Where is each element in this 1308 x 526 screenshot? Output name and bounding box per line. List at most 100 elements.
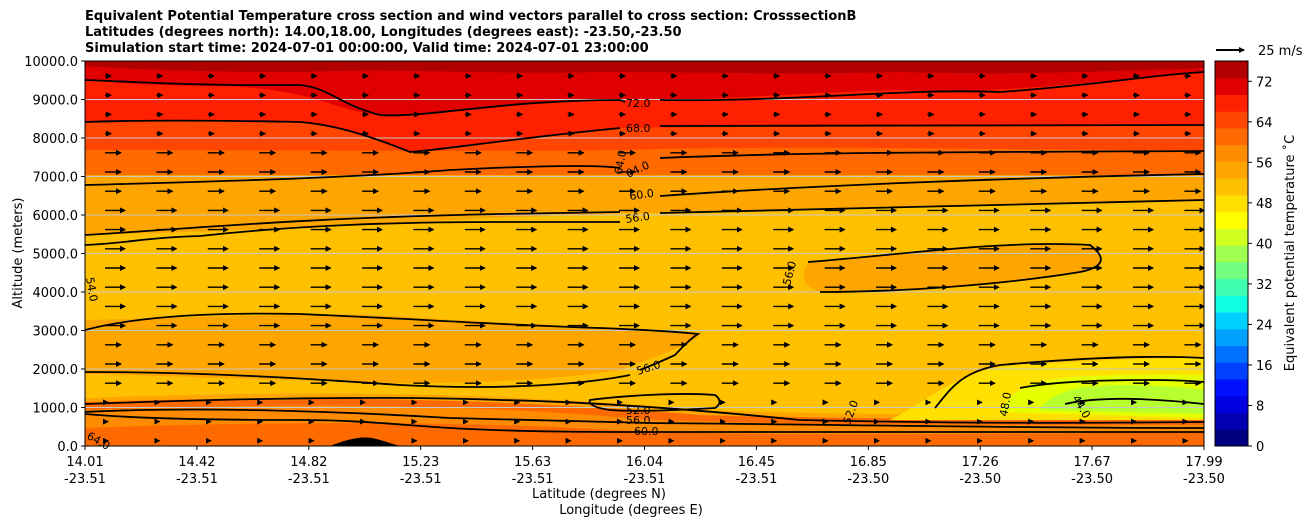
x-tick-label-longitude: -23.50 bbox=[1183, 472, 1225, 487]
chart-title-line-1: Equivalent Potential Temperature cross s… bbox=[85, 9, 857, 24]
contour-label: 68.0 bbox=[626, 122, 651, 135]
colorbar-band bbox=[1215, 395, 1248, 414]
colorbar-band bbox=[1215, 362, 1248, 380]
contour-label: 56.0 bbox=[625, 210, 651, 226]
x-tick-label-latitude: 14.82 bbox=[290, 455, 327, 470]
colorbar-band bbox=[1215, 328, 1248, 347]
chart-title-line-3: Simulation start time: 2024-07-01 00:00:… bbox=[85, 41, 649, 56]
colorbar-band bbox=[1215, 261, 1248, 280]
colorbar-tick-label: 16 bbox=[1256, 359, 1273, 374]
contour-label: 60.0 bbox=[634, 425, 659, 438]
y-tick-label: 3000.0 bbox=[33, 325, 79, 340]
colorbar-band bbox=[1215, 429, 1248, 447]
colorbar-band bbox=[1215, 194, 1248, 213]
x-tick-label-latitude: 17.26 bbox=[962, 455, 999, 470]
x-axis-label-longitude: Longitude (degrees E) bbox=[559, 503, 703, 518]
x-tick-label-longitude: -23.50 bbox=[1071, 472, 1113, 487]
contour-label: 72.0 bbox=[626, 97, 651, 110]
x-tick-label-latitude: 16.04 bbox=[626, 455, 663, 470]
contour-52-lower-line bbox=[85, 397, 1204, 424]
colorbar bbox=[1215, 61, 1248, 447]
colorbar-tick-label: 64 bbox=[1256, 116, 1273, 131]
x-tick-label-latitude: 16.85 bbox=[850, 455, 887, 470]
chart-title-line-2: Latitudes (degrees north): 14.00,18.00, … bbox=[85, 25, 682, 40]
x-tick-label-longitude: -23.51 bbox=[624, 472, 666, 487]
y-tick-label: 10000.0 bbox=[24, 55, 78, 70]
colorbar-band bbox=[1215, 345, 1248, 363]
contour-label: 52.0 bbox=[626, 404, 651, 417]
contour-label: 60.0 bbox=[629, 187, 655, 203]
y-tick-label: 1000.0 bbox=[33, 402, 79, 417]
contour-60-low-line bbox=[85, 413, 1204, 433]
y-axis: 0.0 1000.0 2000.0 3000.0 4000.0 5000.0 6000.0 7… bbox=[24, 55, 85, 455]
colorbar-band bbox=[1215, 312, 1248, 330]
contour-56-low-line bbox=[85, 408, 1204, 429]
contour-label-group: 72.0 68.0 64.0 64.0 60.0 56.0 56.0 56.0 … bbox=[83, 97, 1093, 453]
x-tick-label-longitude: -23.50 bbox=[959, 472, 1001, 487]
colorbar-band bbox=[1215, 111, 1248, 129]
colorbar-tick-label: 0 bbox=[1256, 440, 1264, 455]
colorbar-band bbox=[1215, 127, 1248, 146]
x-axis-label-latitude: Latitude (degrees N) bbox=[532, 487, 666, 502]
colorbar-tick-label: 56 bbox=[1256, 156, 1273, 171]
y-tick-label: 6000.0 bbox=[33, 209, 79, 224]
y-tick-label: 7000.0 bbox=[33, 171, 79, 186]
contour-label: 64.0 bbox=[612, 149, 629, 175]
contour-56-upper-line bbox=[85, 199, 1204, 246]
colorbar-band bbox=[1215, 211, 1248, 229]
x-tick-label-latitude: 14.01 bbox=[66, 455, 103, 470]
band-56-60-core bbox=[85, 314, 700, 383]
quiver-key-label: 25 m/s bbox=[1258, 44, 1303, 59]
contour-68-line bbox=[85, 119, 1204, 153]
colorbar-tick-label: 8 bbox=[1256, 399, 1264, 414]
colorbar-tick-label: 40 bbox=[1256, 237, 1273, 252]
colorbar-band bbox=[1215, 144, 1248, 162]
x-tick-label-latitude: 17.67 bbox=[1073, 455, 1110, 470]
colorbar-band bbox=[1215, 412, 1248, 430]
y-tick-label: 8000.0 bbox=[33, 132, 79, 147]
contour-48-line bbox=[934, 355, 1204, 409]
y-tick-label: 4000.0 bbox=[33, 286, 79, 301]
y-tick-label: 2000.0 bbox=[33, 363, 79, 378]
colorbar-frame bbox=[1214, 60, 1249, 447]
x-tick-label-longitude: -23.51 bbox=[735, 472, 777, 487]
colorbar-band bbox=[1215, 278, 1248, 296]
x-tick-label-latitude: 14.42 bbox=[178, 455, 215, 470]
contour-56-east-line bbox=[807, 243, 1102, 293]
contour-label: 54.0 bbox=[83, 276, 100, 302]
y-axis-label: Altitude (meters) bbox=[11, 198, 26, 309]
colorbar-band bbox=[1215, 228, 1248, 246]
contour-56-mid-line bbox=[85, 312, 701, 371]
colorbar-band bbox=[1215, 61, 1248, 79]
x-axis: 14.01 -23.51 14.42 -23.51 14.82 -23.51 15.23 -2… bbox=[64, 446, 1225, 487]
contour-72-line bbox=[85, 71, 1204, 117]
colorbar-tick-label: 24 bbox=[1256, 318, 1273, 333]
colorbar-tick-label: 32 bbox=[1256, 278, 1273, 293]
x-tick-label-latitude: 16.45 bbox=[738, 455, 775, 470]
x-tick-label-latitude: 15.63 bbox=[514, 455, 551, 470]
colorbar-band bbox=[1215, 94, 1248, 112]
colorbar-band bbox=[1215, 245, 1248, 263]
colorbar-tick-label: 72 bbox=[1256, 75, 1273, 90]
contour-52-bubble-line bbox=[588, 393, 721, 412]
colorbar-label: Equivalent potential temperature ˚C bbox=[1282, 135, 1298, 371]
colorbar-band bbox=[1215, 77, 1248, 95]
band-76-top bbox=[85, 61, 1204, 74]
y-tick-label: 0.0 bbox=[57, 440, 78, 455]
x-tick-label-latitude: 15.23 bbox=[402, 455, 439, 470]
contour-label: 56.0 bbox=[626, 414, 651, 427]
wind-vectors bbox=[103, 73, 1204, 444]
x-tick-label-longitude: -23.51 bbox=[400, 472, 442, 487]
y-tick-label: 5000.0 bbox=[33, 248, 79, 263]
colorbar-tick-label: 48 bbox=[1256, 197, 1273, 212]
x-tick-label-longitude: -23.51 bbox=[512, 472, 554, 487]
colorbar-band bbox=[1215, 295, 1248, 313]
colorbar-band bbox=[1215, 178, 1248, 196]
x-tick-label-latitude: 17.99 bbox=[1185, 455, 1222, 470]
contour-label: 48.0 bbox=[997, 391, 1014, 417]
y-tick-label: 9000.0 bbox=[33, 94, 79, 109]
colorbar-band bbox=[1215, 161, 1248, 179]
colorbar-ticks: 0 8 16 24 32 40 48 56 64 72 bbox=[1248, 75, 1273, 455]
x-tick-label-longitude: -23.51 bbox=[64, 472, 106, 487]
